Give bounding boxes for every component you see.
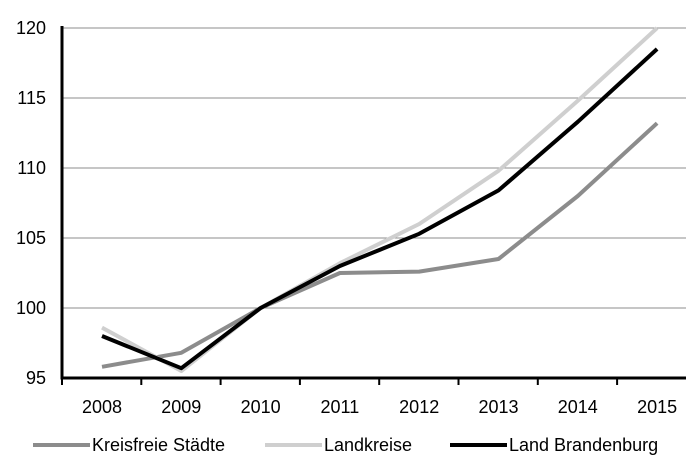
x-tick-label-2012: 2012 xyxy=(399,397,439,417)
x-tick-labels: 2008 2009 2010 2011 2012 2013 2014 2015 xyxy=(82,397,677,417)
series-line-kreisfreie-st-dte xyxy=(101,121,659,369)
legend-label-landkreise: Landkreise xyxy=(324,435,412,455)
y-tick-label-105: 105 xyxy=(16,228,46,248)
y-tick-label-110: 110 xyxy=(17,158,46,178)
legend-item-kreisfreie-st-dte: Kreisfreie Städte xyxy=(33,435,225,455)
x-tick-label-2015: 2015 xyxy=(637,397,677,417)
axes xyxy=(60,26,686,385)
x-tick-label-2008: 2008 xyxy=(82,397,122,417)
legend-item-land-brandenburg: Land Brandenburg xyxy=(450,435,658,455)
x-tick-label-2009: 2009 xyxy=(161,397,201,417)
series-line-land-brandenburg xyxy=(101,47,659,371)
y-tick-label-100: 100 xyxy=(16,298,46,318)
gridlines xyxy=(62,27,686,309)
x-tick-label-2011: 2011 xyxy=(321,397,360,417)
y-tick-labels: 95 100 105 110 115 120 xyxy=(16,18,46,388)
x-tick-label-2010: 2010 xyxy=(241,397,281,417)
x-tick-label-2013: 2013 xyxy=(478,397,518,417)
legend-label-land-brandenburg: Land Brandenburg xyxy=(509,435,658,455)
y-tick-label-95: 95 xyxy=(26,368,46,388)
x-tick-label-2014: 2014 xyxy=(558,397,598,417)
y-tick-label-115: 115 xyxy=(17,88,46,108)
legend-item-landkreise: Landkreise xyxy=(265,435,412,455)
legend-label-kreisfreie-st-dte: Kreisfreie Städte xyxy=(92,435,225,455)
legend: Kreisfreie Städte Landkreise Land Brandenb… xyxy=(33,435,658,455)
series-lines xyxy=(101,26,659,373)
y-tick-label-120: 120 xyxy=(16,18,46,38)
